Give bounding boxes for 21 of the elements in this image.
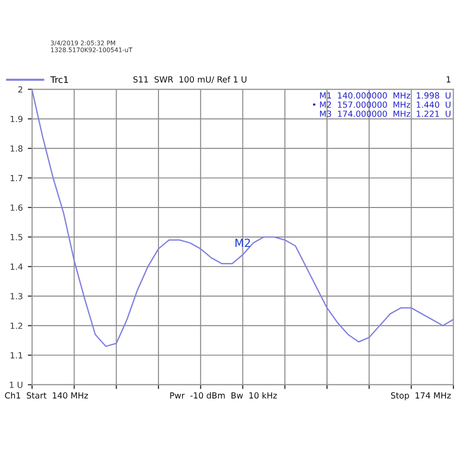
y-tick-label: 1.9	[10, 116, 22, 122]
annotation: • M2 157.000000 MHz 1.440 U	[312, 101, 450, 108]
y-tick-label: 1.1	[10, 352, 22, 358]
y-tick-label: 1.7	[10, 175, 22, 182]
y-tick-label: 1.5	[10, 234, 22, 240]
annotation: M1 140.000000 MHz 1.998 U	[320, 92, 450, 99]
y-tick-label: 1.6	[10, 204, 23, 211]
text: Ch1 Start 140 MHz	[5, 392, 88, 399]
annotation: M3 174.000000 MHz 1.221 U	[320, 110, 450, 117]
y-tick-label: 1.8	[10, 145, 22, 152]
legend-label: Trc1	[50, 76, 68, 84]
data-label: M2	[236, 238, 250, 247]
text: 1	[446, 76, 450, 82]
y-tick-label: 1.3	[10, 293, 22, 300]
y-tick-label: 1 U	[10, 382, 22, 388]
y-tick-label: 2	[18, 86, 22, 92]
text: Stop 174 MHz	[391, 392, 451, 400]
text: Pwr -10 dBm Bw 10 kHz	[170, 392, 277, 399]
y-tick-label: 1.2	[10, 322, 22, 329]
y-tick-label: 1.4	[10, 264, 23, 270]
text: S11 SWR 100 mU/ Ref 1 U	[133, 76, 246, 84]
